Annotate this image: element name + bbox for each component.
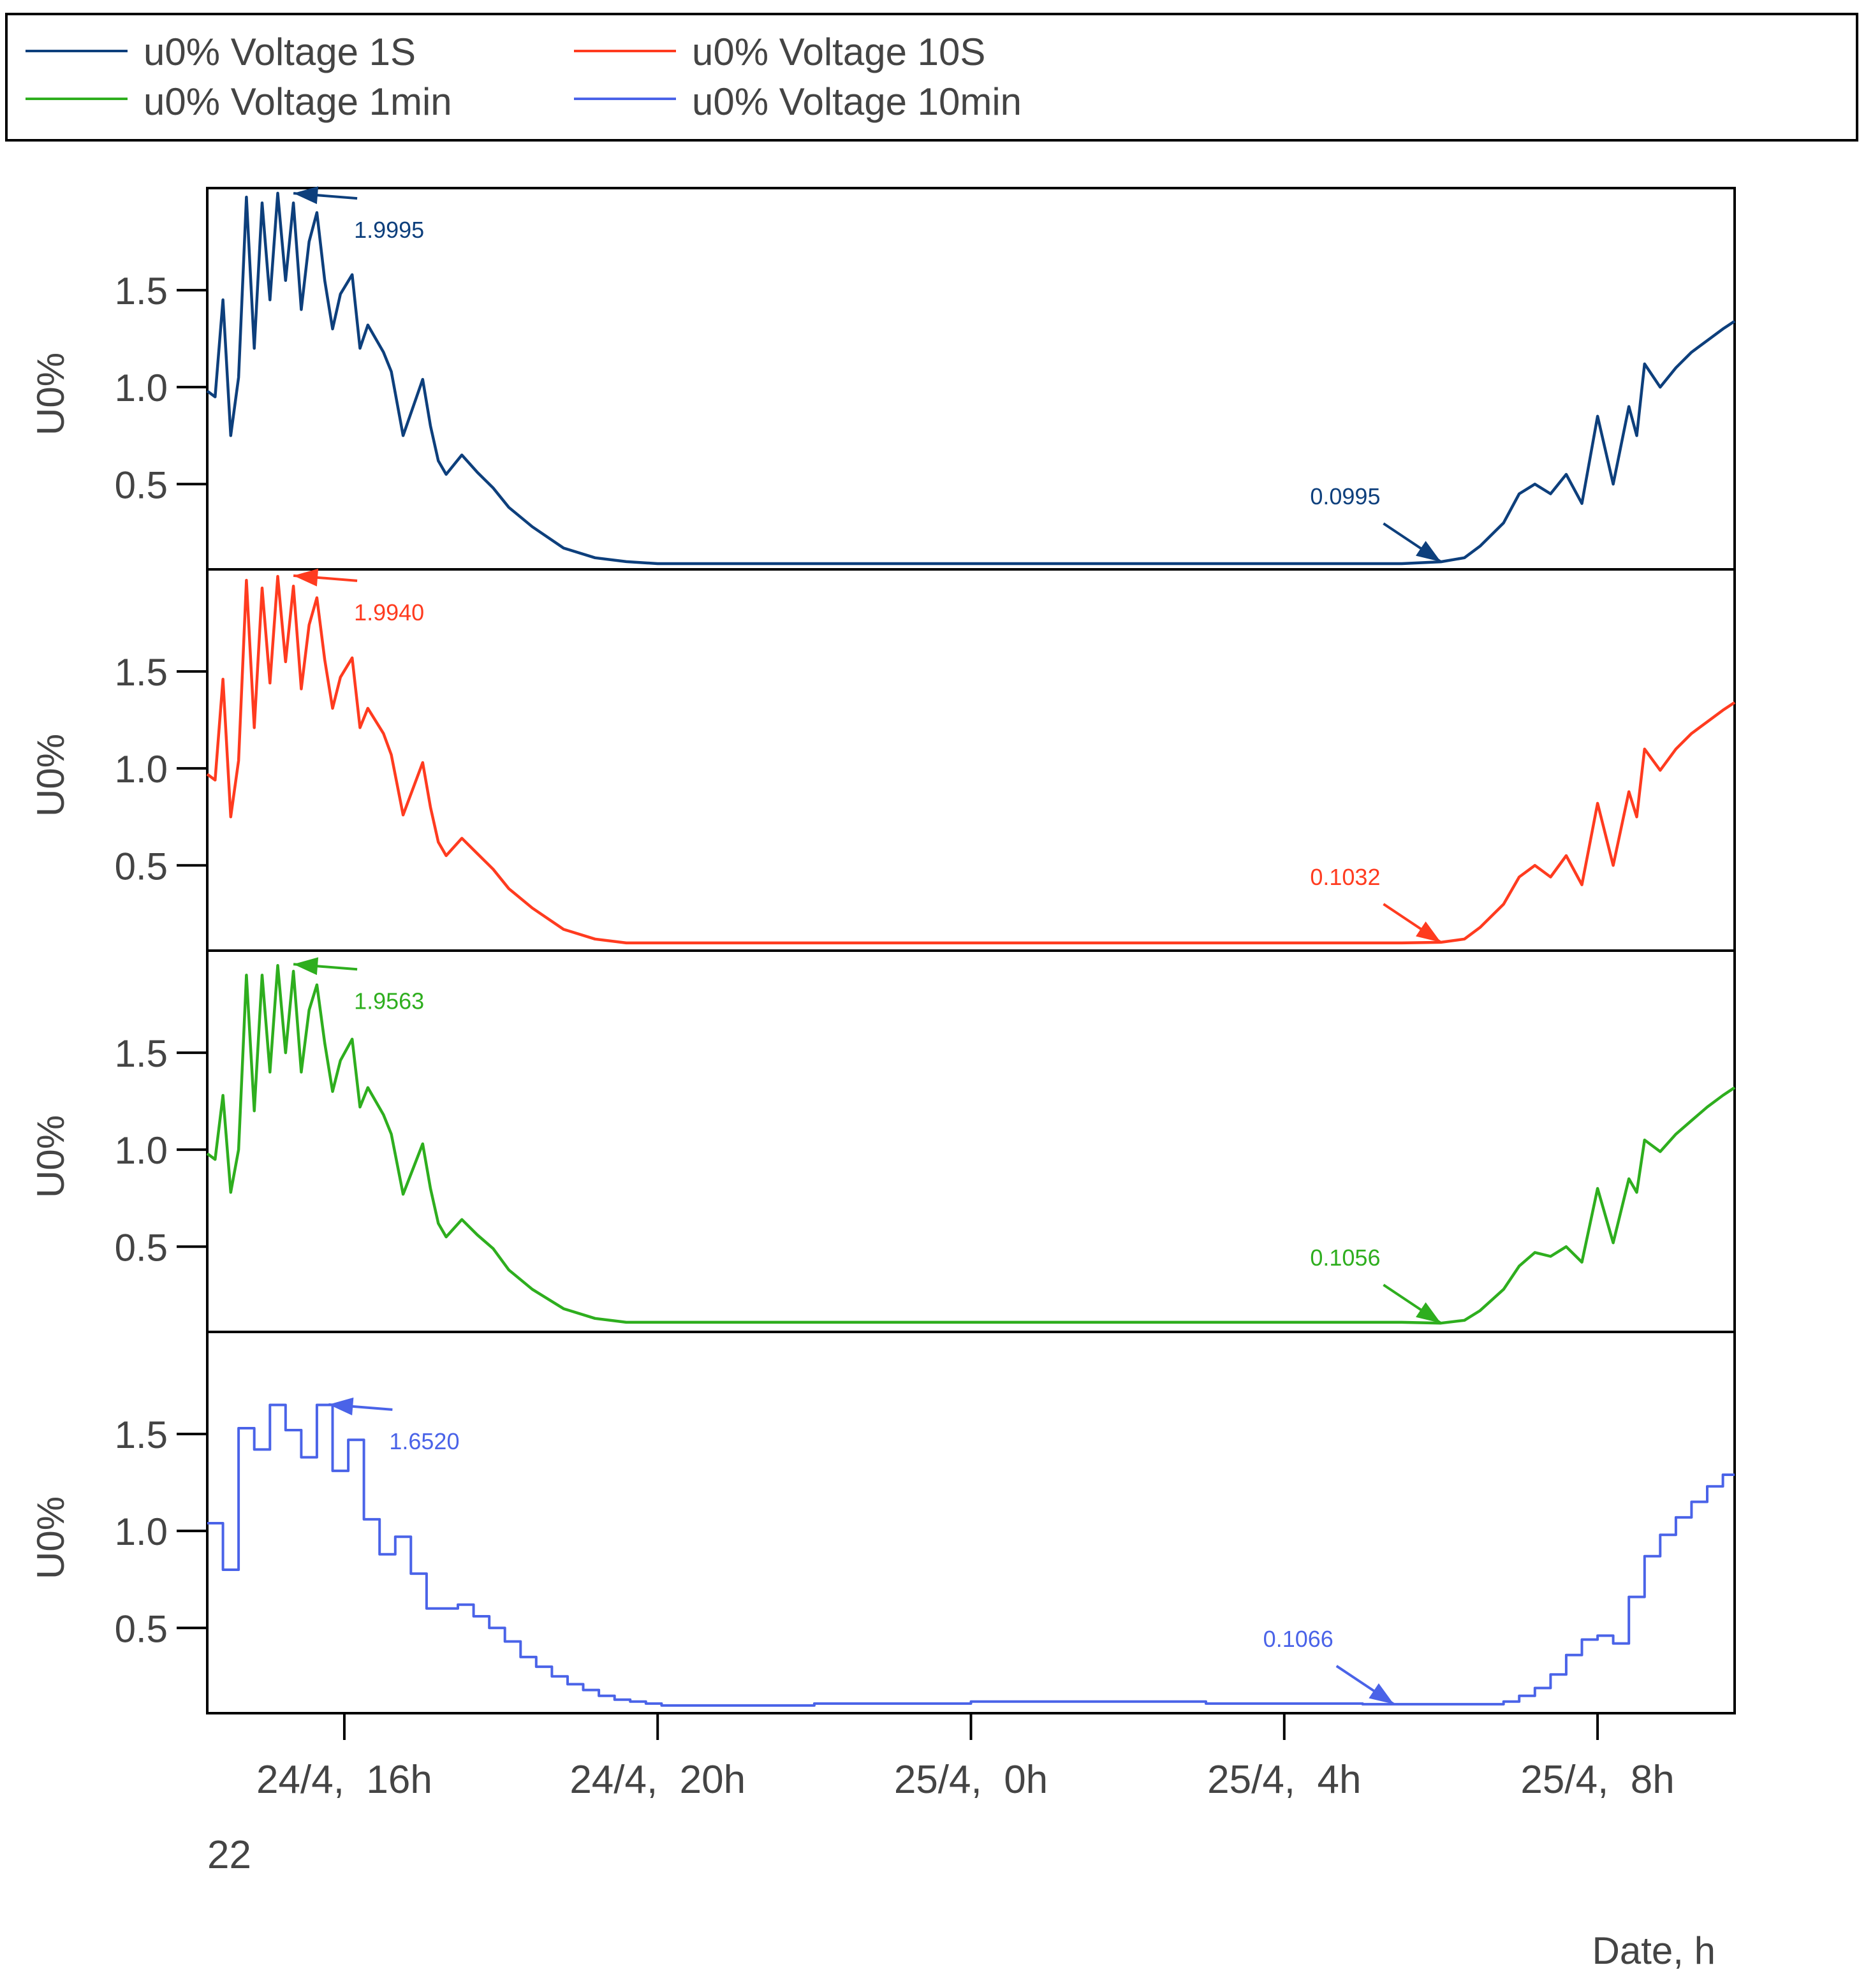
annotation-arrow-head xyxy=(293,957,319,976)
annotation-min-label: 0.1032 xyxy=(1310,864,1380,890)
y-tick-label: 1.5 xyxy=(115,1032,168,1075)
corner-label: 22 xyxy=(207,1833,251,1877)
annotation-arrow-head xyxy=(1369,1683,1394,1704)
annotation-max-label: 1.9563 xyxy=(354,988,424,1014)
legend-item-3: u0% Voltage 10min xyxy=(574,80,1022,123)
y-tick-label: 1.5 xyxy=(115,651,168,694)
y-tick-label: 1.0 xyxy=(115,367,168,409)
annotation-arrow-head xyxy=(328,1397,354,1415)
legend-item-1: u0% Voltage 10S xyxy=(574,31,985,73)
annotation-min-label: 0.1056 xyxy=(1310,1245,1380,1271)
legend-label-1: u0% Voltage 10S xyxy=(692,31,985,73)
annotation-min-label: 0.1066 xyxy=(1263,1626,1333,1652)
legend-item-2: u0% Voltage 1min xyxy=(26,80,452,123)
y-axis-label: U0% xyxy=(29,1496,72,1579)
y-axis-label: U0% xyxy=(29,353,72,435)
annotation-arrow-head xyxy=(1416,1302,1441,1324)
y-tick-label: 1.0 xyxy=(115,1129,168,1172)
x-tick-label: 25/4, 4h xyxy=(1207,1758,1361,1802)
legend-label-0: u0% Voltage 1S xyxy=(143,31,416,73)
y-tick-label: 0.5 xyxy=(115,464,168,506)
legend-frame xyxy=(5,13,1858,142)
y-axis-label: U0% xyxy=(29,734,72,817)
x-axis-label: Date, h xyxy=(1592,1929,1715,1972)
x-tick-label: 25/4, 8h xyxy=(1520,1758,1674,1802)
y-axis-label: U0% xyxy=(29,1115,72,1198)
annotation-max-label: 1.9940 xyxy=(354,599,424,625)
annotation-arrow-head xyxy=(293,186,319,205)
series-line-0 xyxy=(206,191,1736,566)
annotation-arrow-head xyxy=(1416,921,1441,942)
y-tick-label: 1.0 xyxy=(115,1510,168,1553)
x-tick-label: 24/4, 16h xyxy=(256,1758,432,1802)
y-tick-label: 1.5 xyxy=(115,1414,168,1456)
y-tick-label: 0.5 xyxy=(115,1607,168,1650)
series-line-2 xyxy=(206,963,1736,1325)
panels: 0.5 1.0 1.5 U0% 1.9995 0.0995 0.5 1.0 1.5 U0% 1.99… xyxy=(29,186,1736,1714)
y-tick-label: 1.0 xyxy=(115,748,168,791)
annotation-arrow-head xyxy=(1416,541,1441,562)
legend-label-3: u0% Voltage 10min xyxy=(692,80,1022,123)
series-line-3 xyxy=(207,1403,1735,1707)
series-line-1 xyxy=(206,574,1736,945)
annotation-max-label: 1.6520 xyxy=(389,1428,459,1454)
y-tick-label: 1.5 xyxy=(115,270,168,312)
legend-item-0: u0% Voltage 1S xyxy=(26,31,416,73)
legend-label-2: u0% Voltage 1min xyxy=(143,80,452,123)
annotation-arrow-head xyxy=(293,568,319,587)
annotation-max-label: 1.9995 xyxy=(354,217,424,243)
annotation-min-label: 0.0995 xyxy=(1310,483,1380,509)
x-axis: 24/4, 16h 24/4, 20h 25/4, 0h 25/4, 4h 25/4, … xyxy=(256,1713,1675,1802)
legend: u0% Voltage 1S u0% Voltage 10S u0% Volta… xyxy=(5,13,1858,142)
x-tick-label: 25/4, 0h xyxy=(894,1758,1048,1802)
x-tick-label: 24/4, 20h xyxy=(569,1758,746,1802)
y-tick-label: 0.5 xyxy=(115,845,168,888)
y-tick-label: 0.5 xyxy=(115,1226,168,1269)
